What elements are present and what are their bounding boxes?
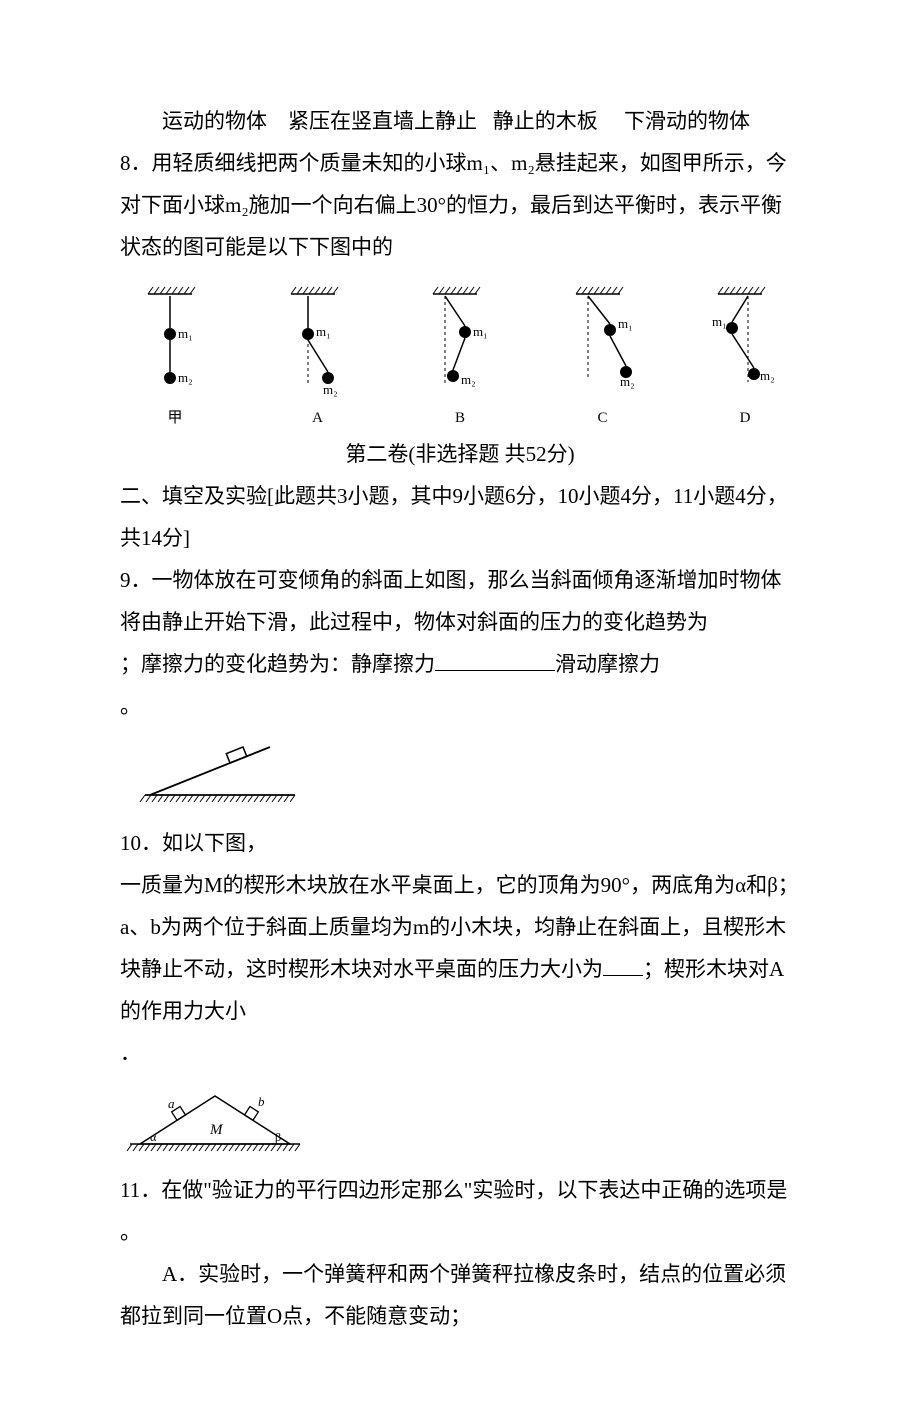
svg-text:M: M [209, 1122, 224, 1138]
svg-text:m₁: m₁ [316, 324, 331, 339]
q9-text3: 。 [120, 685, 800, 727]
q9-text1: 9．一物体放在可变倾角的斜面上如图，那么当斜面倾角逐渐增加时物体将由静止开始下滑… [120, 559, 800, 643]
svg-text:β: β [275, 1130, 281, 1144]
svg-text:m₁: m₁ [712, 314, 727, 329]
q8-diagram-label: C [597, 403, 607, 433]
svg-text:b: b [258, 1094, 265, 1109]
q10-blank1 [603, 954, 643, 976]
q10-text1: 10．如以下图， [120, 822, 800, 864]
q8-diagram-D: m₁ m₂ D [700, 276, 790, 433]
frag-a: 运动的物体 [162, 109, 267, 133]
q9-text2a: ；摩擦力的变化趋势为：静摩擦力 [120, 652, 435, 676]
q8-diagram-甲: m₁ m₂ 甲 [130, 276, 220, 433]
q8-diagram-B: m₁ m₂ B [415, 276, 505, 433]
q8-diagram-label: 甲 [167, 403, 182, 433]
svg-text:m₂: m₂ [178, 370, 193, 385]
q9-text2: ；摩擦力的变化趋势为：静摩擦力 滑动摩擦力 [120, 643, 800, 685]
q8-text: 8．用轻质细线把两个质量未知的小球m₁、m₂悬挂起来，如图甲所示，今对下面小球m… [120, 142, 800, 268]
svg-text:m₁: m₁ [473, 324, 488, 339]
svg-text:m₂: m₂ [461, 372, 476, 387]
q8-diagram-C: m₁ m₂ C [558, 276, 648, 433]
q8-diagram-label: D [740, 403, 751, 433]
svg-text:m₁: m₁ [178, 326, 193, 341]
frag-c: 静止的木板 [493, 109, 598, 133]
q11-text2: 。 [120, 1211, 800, 1253]
svg-text:a: a [168, 1096, 175, 1111]
q8-diagram-label: B [455, 403, 465, 433]
q10-text2-3: 一质量为M的楔形木块放在水平桌面上，它的顶角为90°，两底角为α和β；a、b为两… [120, 864, 800, 1032]
q8-diagram-A: m₁ m₂A [273, 276, 363, 433]
svg-text:m₂: m₂ [323, 382, 338, 397]
q10-text4: ． [120, 1032, 800, 1074]
header-fragment: 运动的物体 紧压在竖直墙上静止 静止的木板 下滑动的物体 [120, 100, 800, 142]
q8-diagram-row: m₁m₂甲m₁m₂Am₁m₂Bm₁m₂Cm₁m₂D [120, 276, 800, 433]
frag-b: 紧压在竖直墙上静止 [288, 109, 477, 133]
svg-text:m₂: m₂ [760, 368, 775, 383]
section2-intro: 二、填空及实验[此题共3小题，其中9小题6分，10小题4分，11小题4分，共14… [120, 475, 800, 559]
q9-blank1 [435, 649, 555, 671]
frag-d: 下滑动的物体 [624, 109, 750, 133]
q9-figure [120, 737, 800, 812]
q8-diagram-label: A [312, 403, 323, 433]
svg-text:m₂: m₂ [620, 374, 635, 389]
svg-text:m₁: m₁ [618, 316, 633, 331]
q10-figure: a b Mα β [120, 1084, 800, 1159]
svg-text:α: α [150, 1130, 157, 1144]
section2-title: 第二卷(非选择题 共52分) [120, 433, 800, 475]
q11-optA: A．实验时，一个弹簧秤和两个弹簧秤拉橡皮条时，结点的位置必须都拉到同一位置O点，… [120, 1253, 800, 1337]
q9-text2b: 滑动摩擦力 [555, 652, 660, 676]
q11-text1: 11．在做"验证力的平行四边形定那么"实验时，以下表达中正确的选项是 [120, 1169, 800, 1211]
